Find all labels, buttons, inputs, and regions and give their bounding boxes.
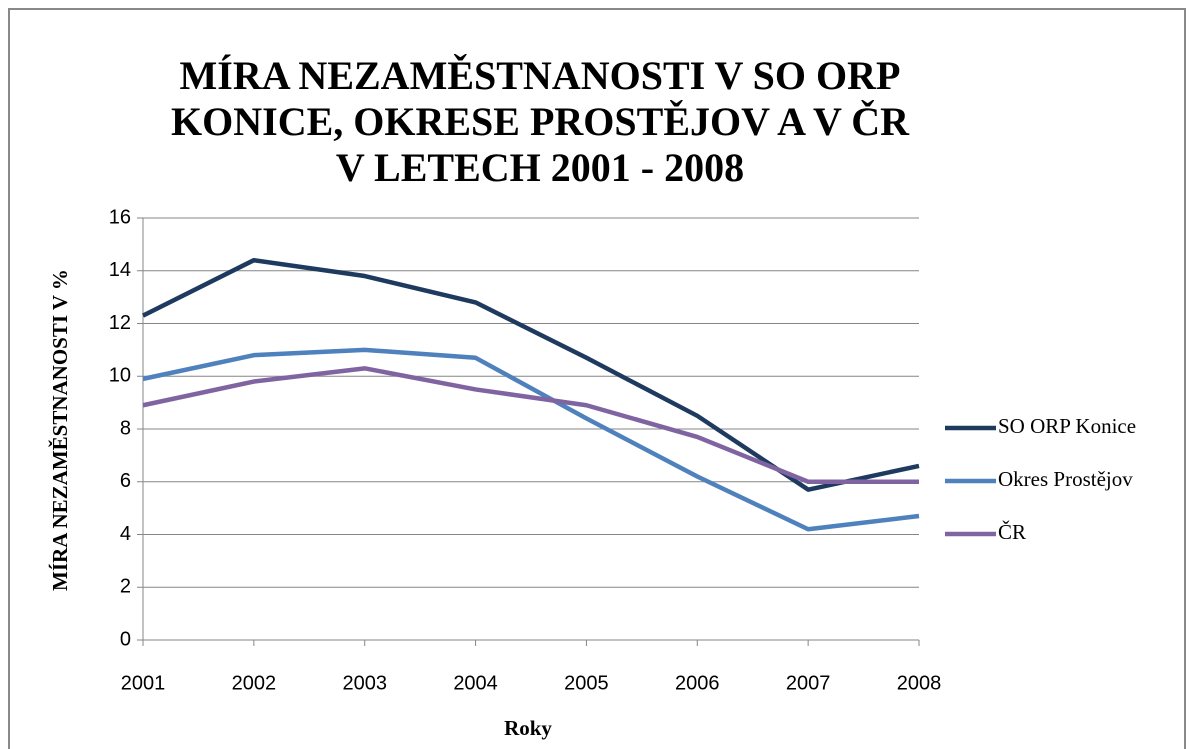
chart-title: V LETECH 2001 - 2008 [336, 145, 744, 190]
series-line [142, 366, 919, 484]
x-tick-label: 2005 [564, 672, 609, 694]
x-axis-label: Roky [504, 716, 552, 740]
y-tick-label: 10 [109, 365, 131, 387]
x-tick-label: 2008 [897, 672, 942, 694]
series-line [142, 347, 920, 532]
y-tick-label: 8 [120, 417, 131, 439]
y-axis-label: MÍRA NEZAMĚSTNANOSTI V % [48, 269, 72, 591]
y-tick-label: 6 [120, 470, 131, 492]
y-tick-label: 12 [109, 312, 131, 334]
chart-title: MÍRA NEZAMĚSTNANOSTI V SO ORP [180, 53, 901, 98]
chart-title: KONICE, OKRESE PROSTĚJOV A V ČR [171, 99, 910, 144]
legend-label: ČR [998, 520, 1026, 544]
x-tick-label: 2001 [121, 672, 166, 694]
x-tick-label: 2004 [453, 672, 498, 694]
x-tick-label: 2006 [675, 672, 720, 694]
x-tick-label: 2002 [232, 672, 277, 694]
chart-frame [8, 8, 1186, 749]
x-tick-label: 2003 [342, 672, 387, 694]
x-tick-label: 2007 [786, 672, 831, 694]
y-tick-label: 4 [120, 523, 131, 545]
series-line [141, 257, 920, 492]
legend-label: SO ORP Konice [998, 414, 1136, 438]
y-tick-label: 16 [109, 206, 131, 228]
y-tick-label: 14 [109, 259, 131, 281]
legend-label: Okres Prostějov [998, 467, 1133, 491]
y-tick-label: 0 [120, 628, 131, 650]
y-tick-label: 2 [120, 576, 131, 598]
